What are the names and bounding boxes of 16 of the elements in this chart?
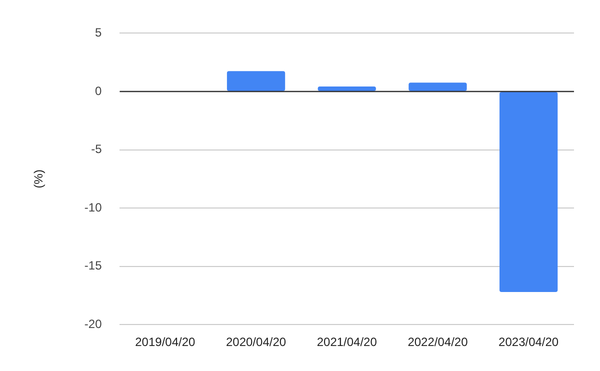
x-tick-label: 2020/04/20 — [226, 335, 286, 350]
y-tick-label: -5 — [91, 142, 102, 156]
y-tick-label: -15 — [84, 258, 102, 273]
y-tick-label: -20 — [84, 316, 102, 331]
bar — [500, 92, 558, 292]
y-tick-label: -10 — [84, 200, 102, 214]
x-tick-label: 2019/04/20 — [135, 335, 196, 350]
bar — [226, 71, 286, 91]
x-tick-label: 2021/04/20 — [316, 335, 378, 350]
y-tick-label: 5 — [95, 26, 102, 40]
x-tick-label: 2023/04/20 — [498, 335, 559, 350]
bar — [408, 82, 467, 91]
y-tick-label: 0 — [95, 84, 102, 98]
bar — [318, 86, 376, 91]
y-axis-title: (%) — [32, 170, 46, 188]
x-tick-label: 2022/04/20 — [408, 335, 468, 350]
